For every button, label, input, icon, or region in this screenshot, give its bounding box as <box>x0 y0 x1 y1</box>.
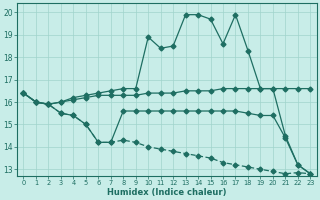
X-axis label: Humidex (Indice chaleur): Humidex (Indice chaleur) <box>107 188 227 197</box>
